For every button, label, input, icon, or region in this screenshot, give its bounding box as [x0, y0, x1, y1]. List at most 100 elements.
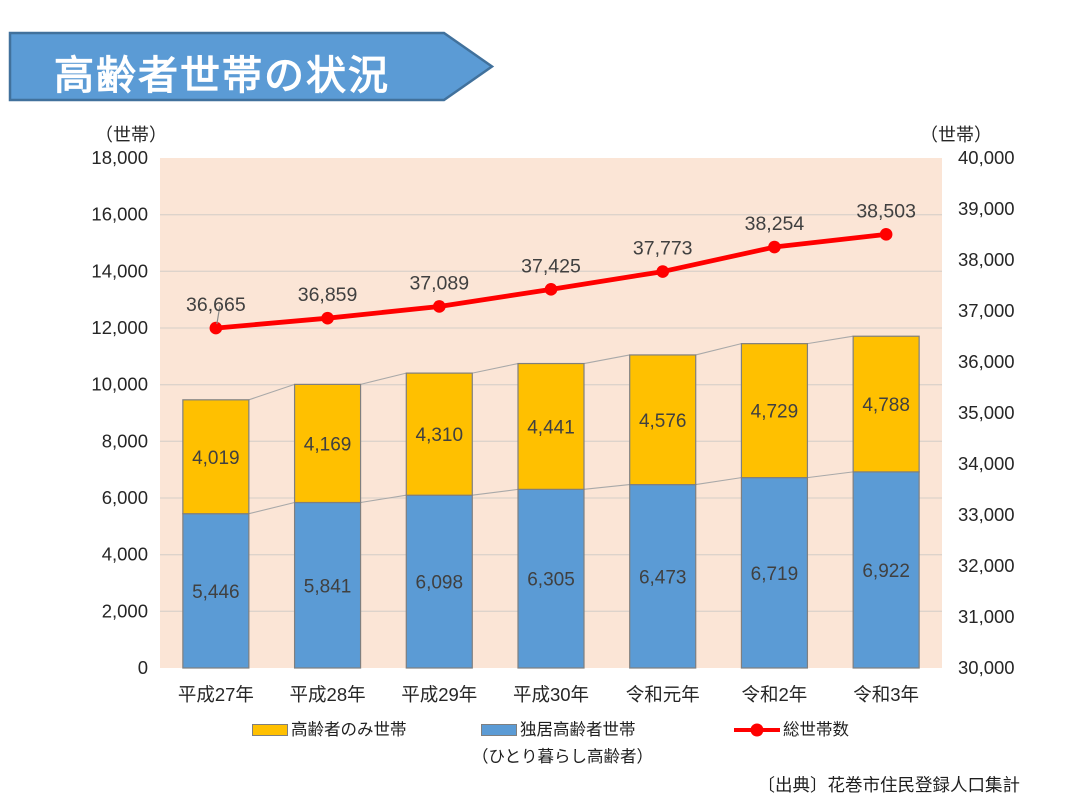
bar-value-label-yellow: 4,729	[751, 402, 799, 423]
right-axis-tick: 36,000	[958, 351, 1015, 372]
bar-segment-living-alone	[182, 513, 250, 669]
right-axis-tick: 31,000	[958, 606, 1015, 627]
bar-segment-living-alone	[629, 483, 697, 669]
right-axis-tick: 40,000	[958, 147, 1015, 168]
series-connector-line-yellow	[360, 372, 407, 385]
line-marker	[768, 240, 781, 254]
line-marker	[432, 300, 446, 313]
series-connector-line-blue	[695, 477, 742, 486]
x-axis-category-label: 令和元年	[626, 684, 700, 705]
left-axis-tick: 6,000	[102, 487, 148, 508]
series-connector-line-yellow	[583, 354, 630, 365]
x-axis-category-label: 令和2年	[742, 684, 808, 705]
banner-arrow-shape	[8, 31, 495, 102]
legend-swatch-blue	[481, 724, 517, 736]
bar-value-label-blue: 6,922	[862, 561, 910, 582]
bar-value-label-blue: 5,446	[192, 582, 240, 603]
bar-segment-elderly-only	[405, 372, 473, 496]
bar-value-label-yellow: 4,019	[192, 448, 240, 469]
line-marker	[879, 228, 893, 241]
x-axis-category-label: 平成27年	[178, 684, 254, 705]
x-axis-category-label: 平成28年	[290, 684, 366, 705]
left-axis-tick: 16,000	[91, 204, 148, 225]
page-title: 高齢者世帯の状況	[54, 54, 390, 98]
bar-segment-elderly-only	[182, 399, 250, 515]
bar-value-label-blue: 6,719	[751, 564, 799, 585]
line-value-label: 38,503	[856, 200, 916, 222]
bar-segment-elderly-only	[740, 343, 809, 479]
chart-legend: 高齢者のみ世帯 独居高齢者世帯 （ひとり暮らし高齢者） 総世帯数	[0, 718, 1080, 770]
banner-arrow-polygon	[8, 31, 495, 102]
legend-line-dot	[750, 723, 764, 737]
series-connector-line-yellow	[695, 343, 742, 356]
legend-label-total-households: 総世帯数	[783, 721, 849, 739]
left-axis-tick: 8,000	[102, 430, 148, 451]
line-value-label: 38,254	[745, 213, 805, 235]
bar-value-label-yellow: 4,441	[527, 417, 575, 438]
bar-value-label-blue: 6,473	[639, 567, 687, 588]
legend-swatch-yellow	[252, 724, 288, 736]
bar-value-label-yellow: 4,169	[304, 434, 352, 455]
bar-segment-living-alone	[740, 477, 809, 669]
left-axis-tick: 12,000	[91, 317, 148, 338]
x-axis-category-label: 令和3年	[853, 684, 919, 705]
line-value-label: 37,773	[633, 238, 693, 260]
bar-segment-elderly-only	[517, 362, 585, 490]
legend-item-living-alone: 独居高齢者世帯 （ひとり暮らし高齢者）	[472, 721, 653, 766]
legend-label-living-alone: 独居高齢者世帯	[520, 721, 636, 739]
series-connector-line-yellow	[807, 335, 854, 345]
right-axis-tick: 38,000	[958, 249, 1015, 270]
bar-value-label-blue: 6,305	[527, 570, 575, 591]
left-axis-tick: 0	[138, 657, 148, 678]
x-axis-category-label: 平成30年	[513, 684, 589, 705]
right-axis-unit-label: （世帯）	[920, 125, 992, 145]
label-leader-line	[216, 305, 221, 325]
bar-segment-elderly-only	[629, 354, 697, 486]
bar-value-label-yellow: 4,310	[416, 425, 464, 446]
right-axis-tick: 35,000	[958, 402, 1015, 423]
bar-segment-living-alone	[405, 494, 473, 669]
source-note: 〔出典〕花巻市住民登録人口集計	[757, 775, 1021, 795]
right-axis-tick: 37,000	[958, 300, 1015, 321]
bar-value-label-yellow: 4,788	[862, 395, 910, 416]
left-axis-tick: 18,000	[91, 147, 148, 168]
line-marker	[209, 321, 223, 335]
line-marker	[544, 283, 558, 296]
line-value-label: 36,859	[298, 284, 358, 306]
line-value-label: 37,425	[521, 255, 581, 277]
series-connector-line-blue	[807, 471, 854, 479]
x-axis-category-label: 平成29年	[401, 684, 477, 705]
right-axis-tick: 30,000	[958, 657, 1015, 678]
bar-segment-elderly-only	[293, 383, 362, 504]
series-connector-line-blue	[583, 484, 630, 490]
legend-item-elderly-only: 高齢者のみ世帯	[252, 721, 407, 741]
line-value-label: 37,089	[409, 272, 469, 294]
line-value-label: 36,665	[186, 294, 246, 316]
legend-line-marker-icon	[734, 721, 780, 739]
right-axis-tick: 39,000	[958, 198, 1015, 219]
bar-value-label-blue: 5,841	[304, 576, 352, 597]
left-axis-tick: 10,000	[91, 374, 148, 395]
series-connector-line-yellow	[472, 362, 519, 374]
left-axis-tick: 2,000	[102, 600, 148, 621]
bar-value-label-yellow: 4,576	[639, 411, 687, 432]
title-banner: 高齢者世帯の状況	[8, 30, 508, 106]
series-connector-line-blue	[248, 501, 295, 515]
series-connector-line-yellow	[248, 383, 295, 401]
right-axis-tick: 32,000	[958, 555, 1015, 576]
legend-label-elderly-only: 高齢者のみ世帯	[291, 721, 407, 739]
left-axis-tick: 4,000	[102, 544, 148, 565]
bar-value-label-blue: 6,098	[416, 573, 464, 594]
legend-item-total-households: 総世帯数	[734, 721, 849, 741]
right-axis-tick: 34,000	[958, 453, 1015, 474]
bar-segment-living-alone	[517, 488, 585, 669]
legend-sublabel-living-alone: （ひとり暮らし高齢者）	[472, 748, 654, 766]
left-axis-unit-label: （世帯）	[95, 125, 167, 145]
line-marker	[656, 265, 670, 278]
right-axis-tick: 33,000	[958, 504, 1015, 525]
bar-segment-elderly-only	[852, 335, 920, 473]
series-connector-line-blue	[360, 494, 407, 504]
bar-segment-living-alone	[852, 471, 920, 669]
